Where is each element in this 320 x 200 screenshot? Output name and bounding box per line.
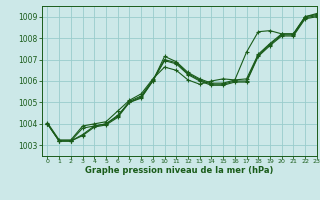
X-axis label: Graphe pression niveau de la mer (hPa): Graphe pression niveau de la mer (hPa) <box>85 166 273 175</box>
